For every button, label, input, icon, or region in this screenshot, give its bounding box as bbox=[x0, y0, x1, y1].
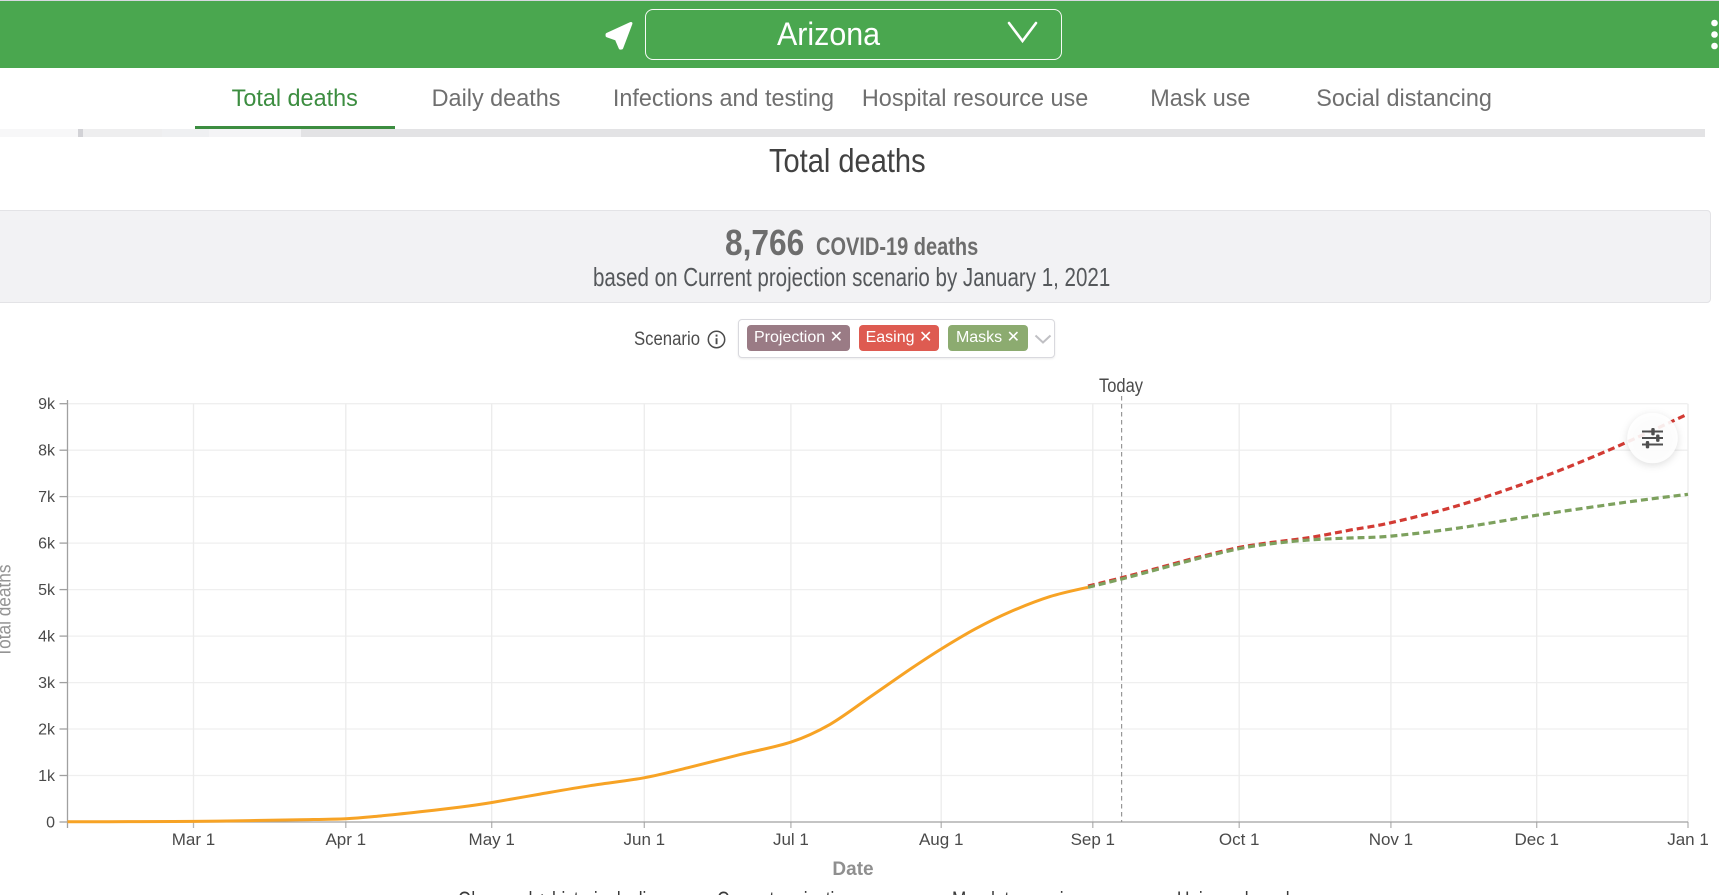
svg-text:4k: 4k bbox=[38, 629, 56, 646]
svg-text:7k: 7k bbox=[38, 489, 56, 506]
svg-text:Aug 1: Aug 1 bbox=[919, 830, 963, 849]
svg-text:Date: Date bbox=[832, 859, 873, 880]
svg-text:5k: 5k bbox=[38, 582, 56, 599]
svg-text:Jan 1: Jan 1 bbox=[1667, 830, 1709, 849]
svg-text:Sep 1: Sep 1 bbox=[1071, 830, 1115, 849]
svg-text:0: 0 bbox=[46, 815, 55, 832]
svg-text:Oct 1: Oct 1 bbox=[1219, 830, 1260, 849]
svg-text:Jun 1: Jun 1 bbox=[624, 830, 666, 849]
svg-text:Nov 1: Nov 1 bbox=[1369, 830, 1413, 849]
svg-text:3k: 3k bbox=[38, 675, 56, 692]
svg-text:Mar 1: Mar 1 bbox=[172, 830, 215, 849]
svg-text:9k: 9k bbox=[38, 396, 56, 413]
svg-text:1k: 1k bbox=[38, 768, 56, 785]
svg-text:6k: 6k bbox=[38, 536, 56, 553]
svg-text:Dec 1: Dec 1 bbox=[1514, 830, 1558, 849]
svg-text:8k: 8k bbox=[38, 443, 56, 460]
svg-text:Apr 1: Apr 1 bbox=[325, 830, 366, 849]
svg-text:2k: 2k bbox=[38, 722, 56, 739]
svg-text:Today: Today bbox=[1099, 376, 1143, 397]
svg-text:May 1: May 1 bbox=[469, 830, 515, 849]
svg-text:Jul 1: Jul 1 bbox=[773, 830, 809, 849]
svg-text:Total deaths: Total deaths bbox=[0, 565, 16, 658]
